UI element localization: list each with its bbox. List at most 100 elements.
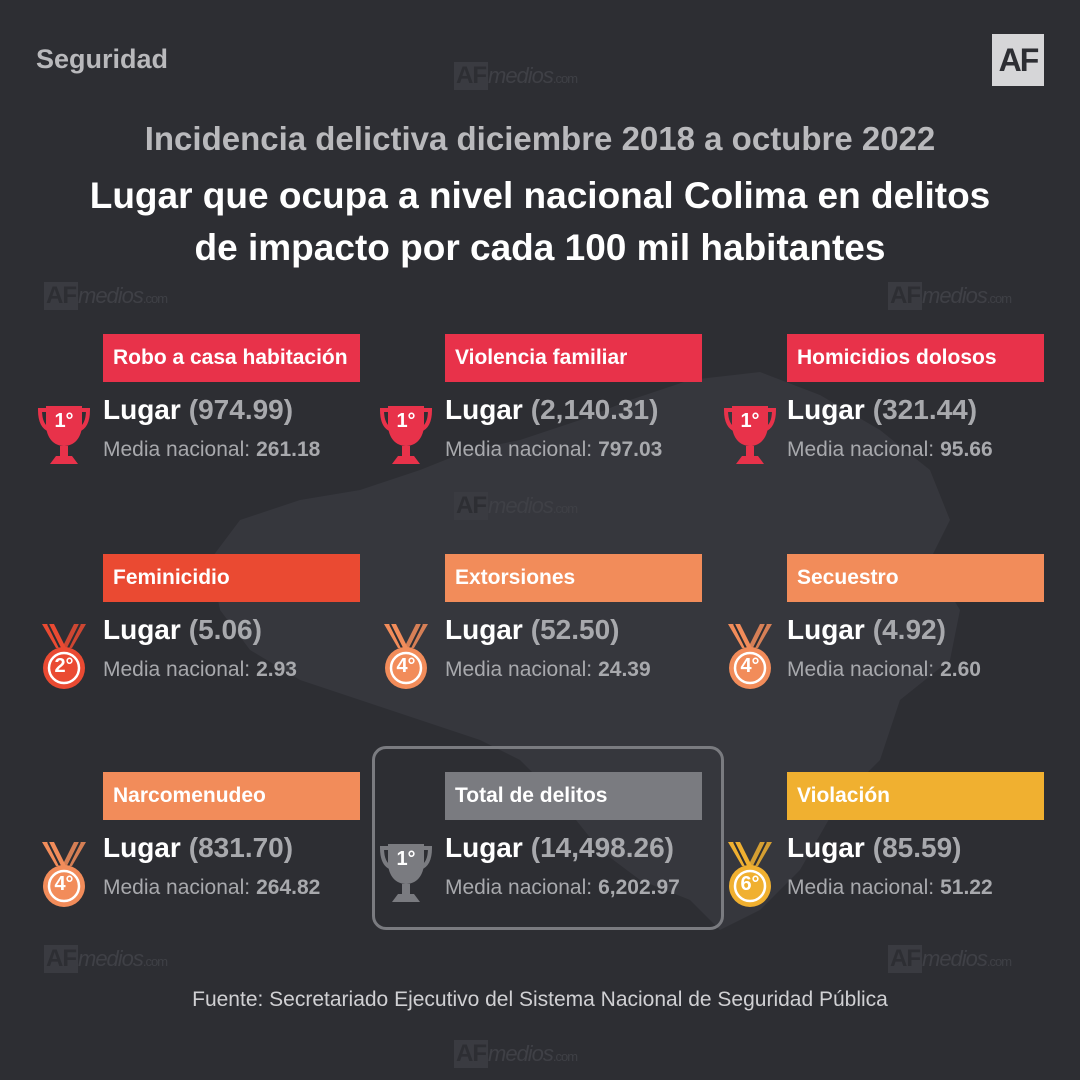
medal-icon: 4° (724, 622, 776, 692)
national-average-value: 797.03 (598, 438, 663, 461)
watermark: AFmedios.com (454, 492, 578, 520)
medal-icon: 4° (380, 622, 432, 692)
rate-value: (5.06) (188, 614, 262, 645)
crime-card-feminicidio: Feminicidio Lugar (5.06) Media nacional: 2.9… (103, 554, 363, 694)
national-average-line: Media nacional: 6,202.97 (445, 876, 680, 900)
national-average-label: Media nacional: (787, 658, 935, 681)
national-average-label: Media nacional: (103, 658, 251, 681)
rank-line: Lugar (52.50) (445, 614, 620, 646)
crime-card-narcomenudeo: Narcomenudeo Lugar (831.70) Media nacional:… (103, 772, 363, 912)
watermark: AFmedios.com (44, 282, 168, 310)
medal-icon: 2° (38, 622, 90, 692)
total-highlight-box (372, 746, 724, 930)
medal-icon: 4° (38, 840, 90, 910)
medal-icon: 6° (724, 840, 776, 910)
crime-name-band: Extorsiones (445, 554, 702, 602)
rate-value: (14,498.26) (530, 832, 674, 863)
national-average-value: 2.60 (940, 658, 981, 681)
crime-name-band: Feminicidio (103, 554, 360, 602)
trophy-icon: 1° (723, 402, 777, 472)
rank-word: Lugar (103, 832, 181, 863)
national-average-value: 261.18 (256, 438, 321, 461)
rank-word: Lugar (787, 614, 865, 645)
national-average-value: 51.22 (940, 876, 993, 899)
rank-number: 1° (740, 410, 760, 432)
rank-line: Lugar (5.06) (103, 614, 262, 646)
rate-value: (2,140.31) (530, 394, 659, 425)
watermark: AFmedios.com (44, 945, 168, 973)
section-label: Seguridad (36, 44, 169, 74)
rank-line: Lugar (85.59) (787, 832, 962, 864)
rank-line: Lugar (14,498.26) (445, 832, 674, 864)
crime-card-robo-a-casa-habitacion: Robo a casa habitación Lugar (974.99) Media… (103, 334, 363, 474)
national-average-value: 264.82 (256, 876, 321, 899)
rank-line: Lugar (831.70) (103, 832, 293, 864)
crime-card-violacion: Violación Lugar (85.59) Media nacional: 51.2… (787, 772, 1047, 912)
rank-word: Lugar (445, 394, 523, 425)
rank-number: 4° (54, 873, 74, 895)
rank-word: Lugar (787, 832, 865, 863)
national-average-value: 6,202.97 (598, 876, 680, 899)
watermark: AFmedios.com (888, 282, 1012, 310)
crime-card-violencia-familiar: Violencia familiar Lugar (2,140.31) Media n… (445, 334, 705, 474)
national-average-value: 95.66 (940, 438, 993, 461)
crime-name-band: Violación (787, 772, 1044, 820)
national-average-value: 2.93 (256, 658, 297, 681)
page-title: Lugar que ocupa a nivel nacional Colima … (30, 170, 1050, 274)
national-average-label: Media nacional: (445, 876, 593, 899)
crime-card-homicidios-dolosos: Homicidios dolosos Lugar (321.44) Media nac… (787, 334, 1047, 474)
rate-value: (974.99) (188, 394, 294, 425)
watermark: AFmedios.com (454, 1040, 578, 1068)
crime-card-secuestro: Secuestro Lugar (4.92) Media nacional: 2.60 (787, 554, 1047, 694)
trophy-icon: 1° (379, 840, 433, 910)
rank-line: Lugar (2,140.31) (445, 394, 658, 426)
rank-number: 1° (396, 848, 416, 870)
rank-line: Lugar (4.92) (787, 614, 946, 646)
rank-word: Lugar (103, 394, 181, 425)
national-average-line: Media nacional: 2.93 (103, 658, 297, 682)
national-average-label: Media nacional: (103, 876, 251, 899)
national-average-line: Media nacional: 2.60 (787, 658, 981, 682)
crime-card-total-de-delitos: Total de delitos Lugar (14,498.26) Media na… (445, 772, 705, 912)
rank-line: Lugar (974.99) (103, 394, 293, 426)
rank-word: Lugar (103, 614, 181, 645)
crime-card-extorsiones: Extorsiones Lugar (52.50) Media nacional: 24… (445, 554, 705, 694)
title-line-2: de impacto por cada 100 mil habitantes (194, 227, 886, 268)
national-average-label: Media nacional: (787, 876, 935, 899)
trophy-icon: 1° (379, 402, 433, 472)
rank-word: Lugar (445, 614, 523, 645)
national-average-line: Media nacional: 797.03 (445, 438, 662, 462)
af-logo: AF (992, 34, 1044, 86)
crime-name-band: Total de delitos (445, 772, 702, 820)
rate-value: (831.70) (188, 832, 294, 863)
national-average-line: Media nacional: 264.82 (103, 876, 320, 900)
rate-value: (52.50) (530, 614, 620, 645)
title-line-1: Lugar que ocupa a nivel nacional Colima … (89, 175, 991, 216)
rate-value: (85.59) (872, 832, 962, 863)
crime-name-band: Homicidios dolosos (787, 334, 1044, 382)
crime-name-band: Narcomenudeo (103, 772, 360, 820)
rank-line: Lugar (321.44) (787, 394, 977, 426)
rate-value: (4.92) (872, 614, 946, 645)
national-average-line: Media nacional: 261.18 (103, 438, 320, 462)
rank-number: 4° (740, 655, 760, 677)
rate-value: (321.44) (872, 394, 978, 425)
national-average-line: Media nacional: 24.39 (445, 658, 651, 682)
rank-word: Lugar (445, 832, 523, 863)
rank-number: 4° (396, 655, 416, 677)
national-average-line: Media nacional: 95.66 (787, 438, 993, 462)
national-average-value: 24.39 (598, 658, 651, 681)
national-average-label: Media nacional: (787, 438, 935, 461)
rank-number: 1° (54, 410, 74, 432)
crime-name-band: Robo a casa habitación (103, 334, 360, 382)
rank-number: 6° (740, 873, 760, 895)
rank-word: Lugar (787, 394, 865, 425)
national-average-line: Media nacional: 51.22 (787, 876, 993, 900)
page-subtitle: Incidencia delictiva diciembre 2018 a oc… (144, 120, 936, 157)
watermark: AFmedios.com (454, 62, 578, 90)
rank-number: 2° (54, 655, 74, 677)
trophy-icon: 1° (37, 402, 91, 472)
crime-name-band: Violencia familiar (445, 334, 702, 382)
national-average-label: Media nacional: (445, 658, 593, 681)
watermark: AFmedios.com (888, 945, 1012, 973)
